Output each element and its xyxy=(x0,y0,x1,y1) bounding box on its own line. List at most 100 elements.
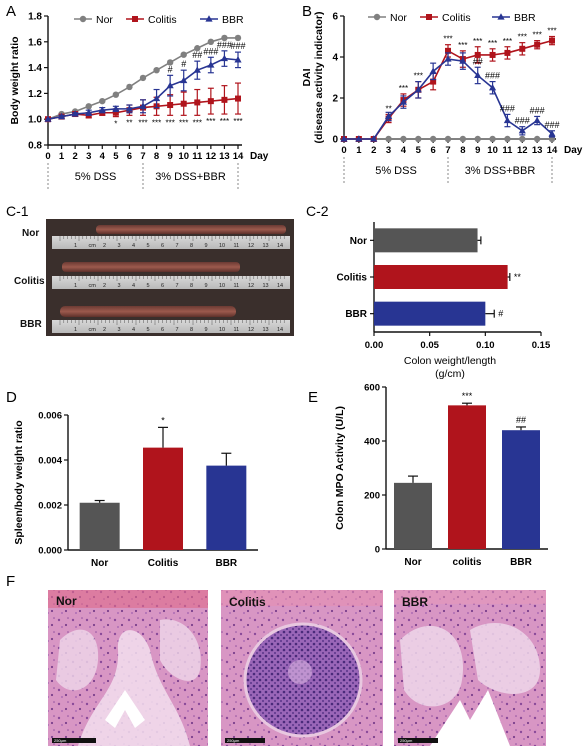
data-point xyxy=(519,45,526,52)
legend-marker xyxy=(205,15,213,22)
period-label-dss-bbr: 3% DSS+BBR xyxy=(465,165,536,177)
legend-marker xyxy=(373,13,381,21)
significance-mark: *** xyxy=(443,35,452,44)
x-tick-label: 4 xyxy=(100,151,106,162)
data-point xyxy=(548,130,556,137)
x-tick-label: 9 xyxy=(475,145,480,156)
data-point xyxy=(504,135,511,143)
photo-label-bbr: BBR xyxy=(20,319,42,330)
x-tick-label: 12 xyxy=(517,145,528,156)
legend-label: Nor xyxy=(390,12,407,24)
significance-mark: *** xyxy=(462,391,473,401)
panel-label-c1: C-1 xyxy=(6,203,29,219)
significance-mark: *** xyxy=(458,41,467,50)
histology-colitis-label: Colitis xyxy=(229,595,266,609)
x-tick-label: 14 xyxy=(233,151,244,162)
panel-label-b: B xyxy=(302,3,312,20)
ruler-tick-label: 4 xyxy=(132,283,135,289)
legend-label: Colitis xyxy=(148,14,177,26)
x-tick-label: 11 xyxy=(502,145,513,156)
data-point xyxy=(504,49,511,56)
ruler-tick-label: 13 xyxy=(263,283,269,289)
significance-mark: *** xyxy=(399,84,408,93)
histology-nor-label: Nor xyxy=(56,594,77,608)
data-point xyxy=(533,116,541,124)
data-point xyxy=(234,56,242,63)
x-tick-label: 8 xyxy=(460,145,465,156)
ruler-tick-label: 14 xyxy=(277,327,283,333)
significance-mark: ### xyxy=(515,116,530,126)
histology-colitis: 250μm Colitis xyxy=(221,590,383,746)
period-label-dss: 5% DSS xyxy=(375,165,417,177)
panel-label-a: A xyxy=(6,3,16,20)
data-point xyxy=(180,100,187,107)
significance-mark: *** xyxy=(165,118,174,127)
photo-label-colitis: Colitis xyxy=(14,276,45,287)
x-tick-label: 6 xyxy=(127,151,132,162)
ruler-tick-label: 3 xyxy=(118,243,121,249)
y-tick-label: 0.002 xyxy=(38,501,62,512)
data-point xyxy=(194,99,201,106)
data-point xyxy=(385,135,392,143)
y-axis-label: Body weight ratio xyxy=(9,36,21,124)
significance-mark: ## xyxy=(192,50,202,60)
data-point xyxy=(489,135,496,143)
x-tick-label: 0 xyxy=(45,151,50,162)
category-label: Colitis xyxy=(148,558,179,569)
x-tick-label: 5 xyxy=(113,151,119,162)
data-point xyxy=(112,109,119,116)
y-tick-label: 0.004 xyxy=(38,456,62,467)
ruler xyxy=(52,320,290,333)
x-tick-label: 7 xyxy=(445,145,450,156)
significance-mark: *** xyxy=(547,27,556,36)
data-point xyxy=(533,135,541,143)
significance-mark: ## xyxy=(516,415,526,425)
significance-mark: ### xyxy=(217,40,232,50)
y-tick-label: 0 xyxy=(375,545,380,556)
data-point xyxy=(459,57,467,64)
significance-mark: *** xyxy=(193,118,202,127)
mpo-activity-chart: 0 200 400 600 Colon MPO Activity (U/L) Nor ***… xyxy=(334,383,548,568)
ruler-tick-label: 13 xyxy=(263,327,269,333)
x-tick-label: 0.00 xyxy=(365,340,384,351)
significance-mark: *** xyxy=(503,37,512,46)
ruler-tick-label: 10 xyxy=(219,283,225,289)
data-point xyxy=(340,135,348,142)
x-tick-label: 10 xyxy=(178,151,189,162)
data-point xyxy=(489,51,496,58)
data-point xyxy=(71,110,79,117)
x-tick-label: 0.10 xyxy=(476,340,495,351)
ruler-tick-label: 9 xyxy=(205,327,208,333)
significance-mark: *** xyxy=(220,117,229,126)
data-point xyxy=(166,81,174,89)
legend-marker xyxy=(79,15,87,23)
histology-colitis-scale: 250μm xyxy=(227,738,240,743)
x-tick-label: 12 xyxy=(206,151,217,162)
ruler-tick-label: 6 xyxy=(161,327,164,333)
ruler-tick-label: 3 xyxy=(118,327,121,333)
data-point xyxy=(474,51,481,58)
colon-strip-colitis xyxy=(62,262,240,272)
legend-marker xyxy=(497,13,505,20)
data-point xyxy=(153,66,160,74)
category-label: BBR xyxy=(510,557,532,568)
body-weight-chart: 0.81.01.21.41.61.80 1 2 3 4 5 6 7 8 9 10 11 12 13 14 Da… xyxy=(9,12,269,189)
data-point xyxy=(534,41,541,48)
data-point xyxy=(152,94,161,102)
ruler-tick-label: 2 xyxy=(103,283,106,289)
series-bbr xyxy=(340,52,556,142)
bar-bbr xyxy=(374,301,486,326)
ruler-tick-label: 4 xyxy=(132,327,135,333)
y-tick-label: 4 xyxy=(332,53,338,64)
significance-mark: # xyxy=(168,64,173,74)
data-point xyxy=(370,135,378,142)
data-point xyxy=(207,38,215,45)
bar-bbr xyxy=(206,465,247,550)
ruler-tick-label: 4 xyxy=(132,243,135,249)
y-tick-label: 600 xyxy=(364,383,380,394)
data-point xyxy=(112,91,120,98)
spleen-ratio-chart: 0.000 0.002 0.004 0.006 Spleen/body weight r… xyxy=(13,411,258,569)
panel-label-c2: C-2 xyxy=(306,203,329,219)
series-bbr xyxy=(44,50,242,122)
data-point xyxy=(518,127,526,134)
